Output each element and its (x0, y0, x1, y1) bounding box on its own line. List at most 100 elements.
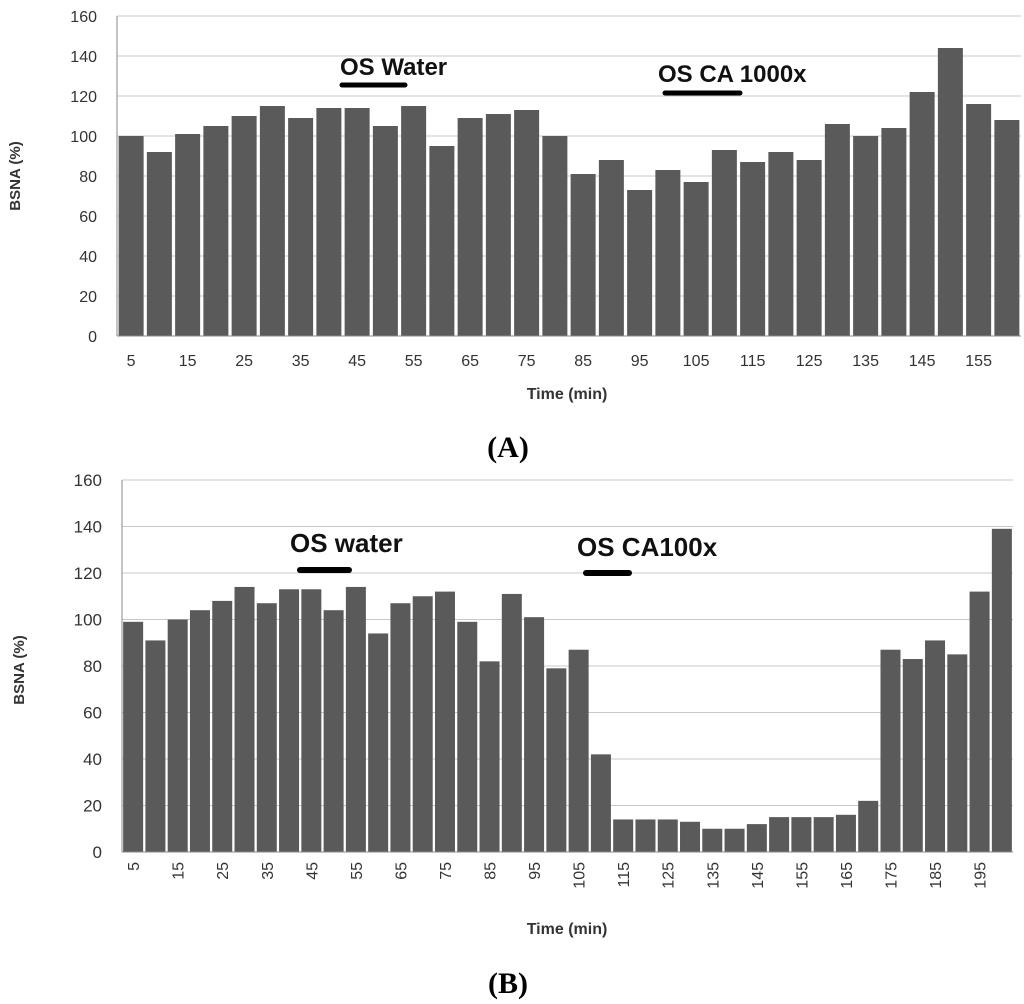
bar (401, 106, 427, 336)
bar (969, 591, 990, 852)
bar (189, 610, 210, 852)
bar (994, 120, 1020, 336)
x-axis-title: Time (min) (527, 386, 608, 403)
y-tick-labels: 0 20 40 60 80 100 120 140 160 (74, 471, 102, 862)
x-tick-label: 115 (616, 862, 633, 888)
y-tick-label: 100 (74, 611, 102, 630)
x-tick-label: 85 (483, 862, 500, 880)
y-tick-label: 20 (79, 289, 97, 306)
bar (231, 116, 257, 336)
bar (345, 586, 366, 852)
bar (542, 136, 568, 336)
x-tick-label: 125 (661, 862, 678, 889)
bar (824, 124, 850, 336)
bar (457, 621, 478, 852)
x-tick-label: 45 (348, 353, 366, 370)
x-tick-label: 5 (127, 353, 136, 370)
y-tick-label: 160 (74, 471, 102, 490)
bar (457, 118, 483, 336)
x-tick-label: 105 (572, 862, 589, 889)
y-gridlines (122, 479, 1013, 806)
bar (937, 48, 963, 336)
bar (118, 136, 144, 336)
x-tick-label: 185 (928, 862, 945, 889)
bar (740, 162, 766, 336)
bar (769, 817, 790, 852)
y-tick-label: 0 (88, 329, 97, 346)
bar (123, 621, 144, 852)
bar (947, 654, 968, 852)
panel-label-a: (A) (487, 431, 529, 464)
x-tick-label: 135 (705, 862, 722, 889)
y-tick-label: 80 (79, 169, 97, 186)
y-tick-label: 100 (70, 129, 97, 146)
bar (791, 817, 812, 852)
bar (203, 126, 229, 336)
bar (288, 118, 314, 336)
bar (256, 603, 277, 852)
bar (925, 640, 946, 852)
x-tick-label: 45 (304, 862, 321, 880)
annotation-os-ca-1000x: OS CA 1000x (658, 61, 807, 88)
bar (880, 649, 901, 852)
x-tick-label: 25 (215, 862, 232, 880)
bar (627, 190, 653, 336)
bar (485, 114, 511, 336)
x-tick-label: 55 (405, 353, 423, 370)
x-tick-label: 15 (171, 862, 188, 880)
x-axis-title: Time (min) (527, 921, 608, 938)
bar (167, 619, 188, 852)
bar (683, 182, 709, 336)
bar (813, 817, 834, 852)
annotation-os-ca-100x: OS CA100x (577, 532, 718, 562)
x-tick-label: 155 (794, 862, 811, 889)
x-tick-label: 95 (631, 353, 649, 370)
bar (412, 596, 433, 852)
bar (613, 819, 634, 852)
bar (524, 617, 545, 852)
x-tick-label: 25 (235, 353, 253, 370)
x-tick-label: 155 (965, 353, 992, 370)
x-tick-labels: 5 15 25 35 45 55 65 75 85 95 105 115 125 135 145 155 165… (126, 862, 989, 889)
bar (368, 633, 389, 852)
bar (175, 134, 201, 336)
x-tick-label: 115 (740, 353, 766, 370)
bar (390, 603, 411, 852)
bar (546, 668, 567, 852)
x-tick-label: 65 (393, 862, 410, 880)
x-tick-label: 145 (909, 353, 936, 370)
x-tick-label: 75 (438, 862, 455, 880)
bar (344, 108, 370, 336)
y-tick-labels: 0 20 40 60 80 100 120 140 160 (70, 9, 97, 346)
x-tick-label: 175 (883, 862, 900, 889)
bar (146, 152, 172, 336)
bar (966, 104, 992, 336)
y-tick-label: 120 (74, 564, 102, 583)
bar (434, 591, 455, 852)
bar (301, 589, 322, 852)
bar (279, 589, 300, 852)
bar (853, 136, 879, 336)
x-tick-labels: 5 15 25 35 45 55 65 75 85 95 105 115 125 135 145 155 (127, 353, 992, 370)
bar (568, 649, 589, 852)
chart-panel-b: 0 20 40 60 80 100 120 140 160 5 15 25 35 45 55 65 75 85 9… (11, 471, 1013, 1000)
x-tick-label: 35 (260, 862, 277, 880)
bar (590, 754, 611, 852)
y-tick-label: 120 (70, 89, 97, 106)
bar (635, 819, 656, 852)
x-tick-label: 65 (461, 353, 479, 370)
x-tick-label: 15 (179, 353, 197, 370)
bar (598, 160, 624, 336)
y-tick-label: 140 (70, 49, 97, 66)
bar (881, 128, 907, 336)
chart-panel-a: 0 20 40 60 80 100 120 140 160 5 15 25 35 45 55 65 75 85 9… (7, 9, 1021, 464)
annotation-os-water: OS water (290, 528, 403, 558)
bar (145, 640, 166, 852)
bar (655, 170, 681, 336)
bar (746, 824, 767, 852)
bar (501, 593, 522, 852)
y-axis-title: BSNA (%) (7, 141, 24, 210)
y-tick-label: 40 (79, 249, 97, 266)
bar (212, 600, 233, 852)
